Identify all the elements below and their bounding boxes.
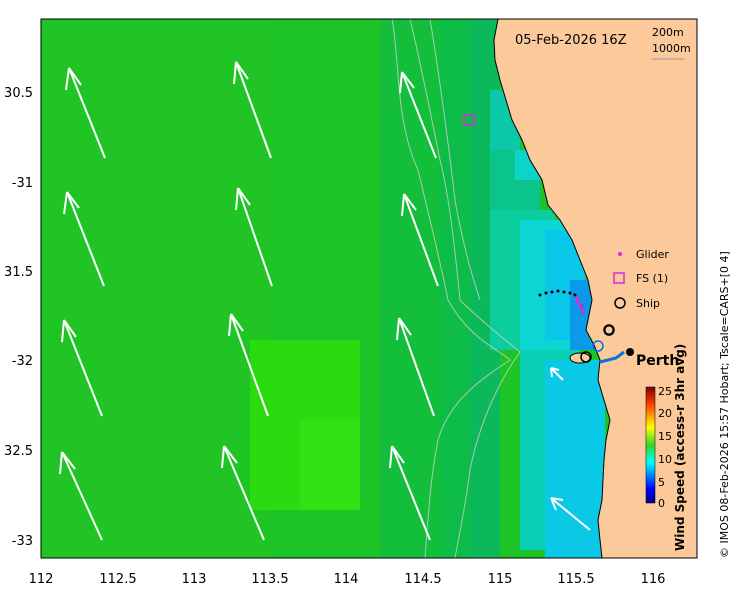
ship-marker bbox=[592, 340, 604, 352]
wind-arrow bbox=[401, 193, 439, 287]
credit-text: © IMOS 08-Feb-2026 15:57 Hobart; Tscale=… bbox=[718, 251, 731, 558]
x-tick-label: 116 bbox=[641, 572, 666, 587]
x-tick-label: 115 bbox=[488, 572, 513, 587]
ship-markers bbox=[463, 114, 615, 363]
colorbar-label: Wind Speed (access-r 3hr avg) bbox=[673, 344, 687, 551]
y-tick-label: -31 bbox=[12, 176, 33, 191]
ship-legend-icon bbox=[614, 297, 626, 309]
wind-arrows bbox=[59, 61, 591, 541]
legend-fs: FS (1) bbox=[636, 272, 668, 285]
y-tick-label: -32 bbox=[12, 354, 33, 369]
ship-marker bbox=[603, 324, 615, 336]
wind-arrow bbox=[61, 319, 103, 417]
wind-arrow bbox=[233, 61, 272, 159]
wind-arrow bbox=[550, 367, 564, 381]
city-label: Perth bbox=[636, 353, 679, 369]
wind-arrow bbox=[65, 67, 106, 159]
city-perth: Perth bbox=[626, 348, 679, 369]
marker-legend: Glider FS (1) Ship bbox=[613, 248, 669, 310]
wind-arrow bbox=[63, 191, 105, 287]
y-tick-label: 32.5 bbox=[4, 444, 33, 459]
x-tick-label: 112 bbox=[29, 572, 54, 587]
fs-legend-icon bbox=[613, 272, 625, 284]
colorbar-tick-5: 5 bbox=[658, 476, 665, 489]
y-tick-label: 31.5 bbox=[4, 265, 33, 280]
y-tick-label: -33 bbox=[12, 534, 33, 549]
colorbar-tick-25: 25 bbox=[658, 385, 672, 398]
wind-arrow bbox=[235, 187, 273, 287]
wind-arrow bbox=[221, 445, 265, 541]
x-tick-label: 114.5 bbox=[404, 572, 441, 587]
glider-legend-icon bbox=[618, 252, 622, 256]
contour-label-1000m: 1000m bbox=[652, 42, 691, 55]
depth-contours bbox=[391, 18, 521, 559]
wind-arrow bbox=[389, 445, 431, 541]
colorbar: 25 20 15 10 5 0 Wind Speed (access-r 3hr… bbox=[645, 344, 687, 551]
ship-marker bbox=[580, 351, 592, 363]
y-tick-label: 30.5 bbox=[4, 86, 33, 101]
wind-arrow bbox=[399, 71, 437, 159]
x-tick-label: 112.5 bbox=[99, 572, 136, 587]
wind-arrow bbox=[59, 451, 103, 541]
map-title: 05-Feb-2026 16Z bbox=[515, 33, 627, 48]
x-tick-label: 113 bbox=[182, 572, 207, 587]
glider-track bbox=[538, 289, 586, 315]
fs-marker bbox=[463, 114, 475, 126]
y-axis: 30.5 -31 31.5 -32 32.5 -33 bbox=[4, 86, 33, 549]
colorbar-tick-10: 10 bbox=[658, 453, 672, 466]
wind-arrow bbox=[550, 497, 591, 531]
map-border bbox=[40, 18, 698, 559]
x-tick-label: 113.5 bbox=[251, 572, 288, 587]
colorbar-tick-20: 20 bbox=[658, 407, 672, 420]
x-axis: 112 112.5 113 113.5 114 114.5 115 115.5 … bbox=[29, 572, 666, 587]
x-tick-label: 115.5 bbox=[557, 572, 594, 587]
x-tick-label: 114 bbox=[334, 572, 359, 587]
wind-arrow bbox=[396, 317, 435, 417]
wind-arrow bbox=[228, 313, 269, 417]
legend-ship: Ship bbox=[636, 297, 660, 310]
contour-label-200m: 200m bbox=[652, 26, 684, 39]
legend-glider: Glider bbox=[636, 248, 669, 261]
colorbar-tick-0: 0 bbox=[658, 497, 665, 510]
colorbar-tick-15: 15 bbox=[658, 430, 672, 443]
